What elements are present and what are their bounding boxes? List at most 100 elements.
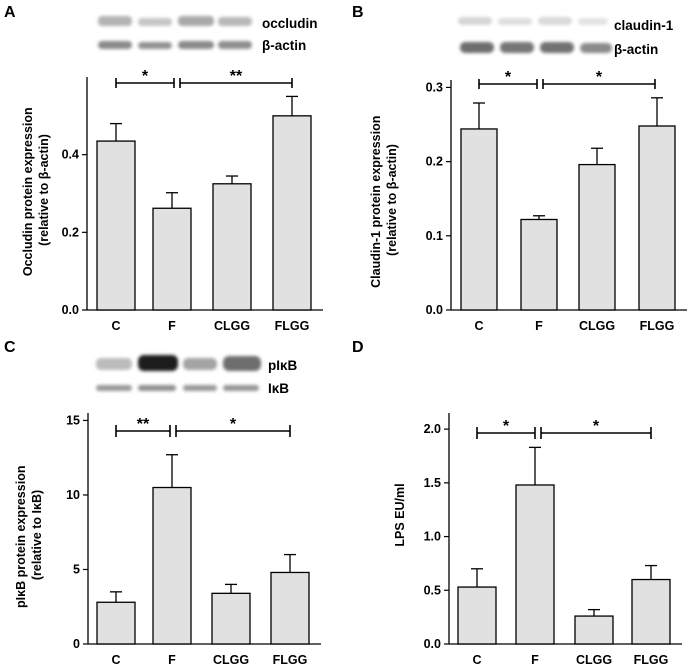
y-tick-label: 1.5 bbox=[424, 476, 441, 490]
significance-label: * bbox=[596, 69, 603, 86]
y-tick-label: 0.3 bbox=[426, 80, 443, 94]
x-tick-label: CLGG bbox=[579, 319, 615, 333]
bar-flgg bbox=[270, 571, 310, 645]
blot-band bbox=[578, 18, 608, 25]
y-tick-label: 0 bbox=[73, 637, 80, 651]
panel-c: C pIκB IκB pIκB protein expression (rela… bbox=[4, 339, 321, 667]
x-tick-label: CLGG bbox=[213, 653, 249, 667]
bar-flgg bbox=[631, 578, 671, 645]
panel-b-letter: B bbox=[352, 4, 364, 21]
bar-c bbox=[96, 140, 136, 311]
bar-c bbox=[460, 128, 498, 311]
y-axis-label: pIκB protein expression (relative to IκB… bbox=[14, 462, 44, 608]
blot-band bbox=[183, 358, 217, 370]
y-tick-label: 1.0 bbox=[424, 530, 441, 544]
y-axis-label-line2: (relative to IκB) bbox=[30, 490, 44, 580]
y-tick-label: 10 bbox=[66, 488, 80, 502]
y-tick-label: 0.2 bbox=[426, 155, 443, 169]
y-tick-label: 2.0 bbox=[424, 422, 441, 436]
x-tick-label: FLGG bbox=[640, 319, 675, 333]
y-axis-label: LPS EU/ml bbox=[393, 483, 407, 546]
panel-d: D LPS EU/ml 0.0 0.5 1.0 1.5 2.0 C F CLGG FLGG * * bbox=[352, 339, 682, 667]
blot-band bbox=[218, 41, 252, 49]
blot-band bbox=[138, 42, 172, 49]
blot-band bbox=[223, 385, 259, 391]
y-tick-label: 0.5 bbox=[424, 583, 441, 597]
y-tick-label: 0.0 bbox=[424, 637, 441, 651]
x-tick-label: FLGG bbox=[634, 653, 669, 667]
blot-band bbox=[96, 385, 132, 391]
bar-clgg bbox=[212, 183, 252, 311]
y-tick-label: 0.4 bbox=[62, 148, 79, 162]
x-tick-label: CLGG bbox=[214, 319, 250, 333]
significance-label: ** bbox=[230, 68, 243, 85]
x-tick-label: FLGG bbox=[275, 319, 310, 333]
panel-a: A occludin β-actin Occludin protein expr… bbox=[4, 4, 323, 333]
blot-band bbox=[178, 41, 214, 49]
y-tick-label: 5 bbox=[73, 562, 80, 576]
blot-band bbox=[96, 358, 132, 370]
bar-flgg bbox=[272, 115, 312, 311]
x-tick-label: C bbox=[111, 319, 120, 333]
significance-label: ** bbox=[137, 416, 150, 433]
x-tick-label: C bbox=[474, 319, 483, 333]
blot-band bbox=[178, 16, 214, 26]
x-tick-label: F bbox=[535, 319, 543, 333]
bar-f bbox=[152, 207, 192, 311]
x-tick-label: C bbox=[111, 653, 120, 667]
y-axis-label-line1: pIκB protein expression bbox=[14, 466, 28, 608]
bar-clgg bbox=[578, 163, 616, 311]
x-tick-label: F bbox=[168, 319, 176, 333]
blot-label: pIκB bbox=[268, 358, 298, 373]
panel-d-letter: D bbox=[352, 339, 364, 356]
bar-f bbox=[152, 486, 192, 645]
bar-f bbox=[520, 218, 558, 311]
significance-label: * bbox=[503, 418, 510, 435]
y-axis-label: Occludin protein expression (relative to… bbox=[21, 104, 51, 276]
blot-band bbox=[460, 42, 494, 53]
x-tick-label: FLGG bbox=[273, 653, 308, 667]
bar-f bbox=[515, 484, 555, 645]
panel-a-plot: 0.00.20.4C F CLGG FLGG* ** bbox=[62, 68, 323, 333]
bar-clgg bbox=[574, 615, 614, 645]
blot-band bbox=[138, 18, 172, 26]
blot-label: occludin bbox=[262, 16, 318, 31]
y-tick-label: 0.0 bbox=[62, 303, 79, 317]
blot-label: claudin-1 bbox=[614, 18, 674, 33]
blot-band bbox=[540, 42, 574, 53]
blot-band bbox=[98, 16, 132, 26]
blot-label: β-actin bbox=[262, 38, 306, 53]
y-tick-label: 15 bbox=[66, 413, 80, 427]
panel-b-plot: 0.0 0.1 0.2 0.3 C F CLGG FLGG * * bbox=[426, 69, 687, 333]
y-axis-label-line2: (relative to β-actin) bbox=[385, 144, 399, 256]
y-tick-label: 0.2 bbox=[62, 225, 79, 239]
y-tick-label: 0.0 bbox=[426, 303, 443, 317]
blot-band bbox=[458, 17, 492, 25]
x-tick-label: F bbox=[531, 653, 539, 667]
y-axis-label-line1: Claudin-1 protein expression bbox=[369, 116, 383, 288]
panel-b-blot bbox=[458, 17, 612, 53]
panel-b: B claudin-1 β-actin Claudin-1 protein ex… bbox=[352, 4, 687, 333]
blot-band bbox=[138, 355, 178, 371]
panel-d-plot: 0.0 0.5 1.0 1.5 2.0 C F CLGG FLGG * * bbox=[424, 413, 682, 667]
panel-c-blot bbox=[96, 355, 261, 391]
x-tick-label: F bbox=[168, 653, 176, 667]
bar-c bbox=[457, 586, 497, 645]
blot-band bbox=[98, 41, 132, 49]
significance-label: * bbox=[593, 418, 600, 435]
blot-band bbox=[538, 17, 572, 25]
y-axis-label: Claudin-1 protein expression (relative t… bbox=[369, 112, 399, 288]
blot-band bbox=[498, 18, 532, 25]
x-tick-label: CLGG bbox=[576, 653, 612, 667]
significance-label: * bbox=[142, 68, 149, 85]
blot-band bbox=[223, 356, 261, 371]
blot-band bbox=[183, 385, 217, 391]
panel-a-letter: A bbox=[4, 4, 16, 21]
blot-band bbox=[500, 42, 534, 53]
panel-a-blot bbox=[98, 16, 252, 49]
panel-c-letter: C bbox=[4, 339, 16, 356]
blot-label: IκB bbox=[268, 381, 289, 396]
bar-clgg bbox=[211, 592, 251, 645]
blot-band bbox=[138, 385, 176, 391]
